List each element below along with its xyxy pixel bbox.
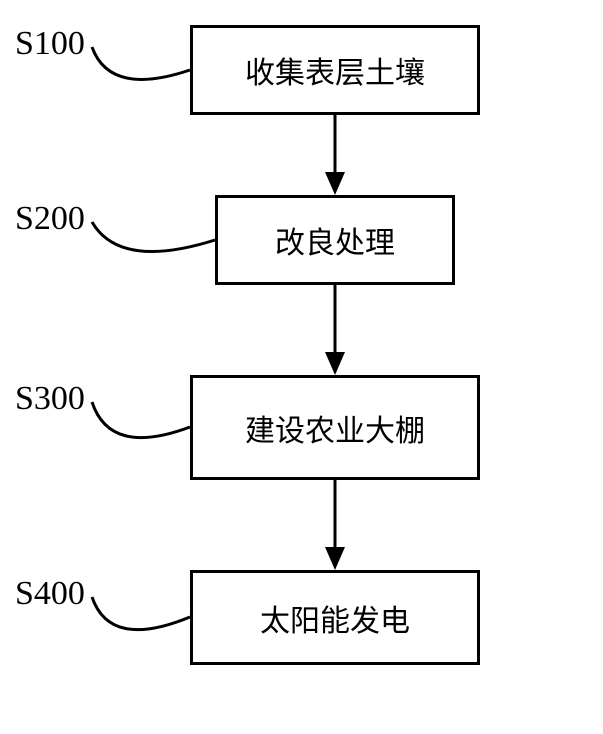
step-box-s400: 太阳能发电: [190, 570, 480, 665]
flowchart-container: S100 收集表层土壤 S200 改良处理 S300 建设农业大棚 S: [0, 0, 603, 734]
step-text: 太阳能发电: [260, 596, 410, 640]
